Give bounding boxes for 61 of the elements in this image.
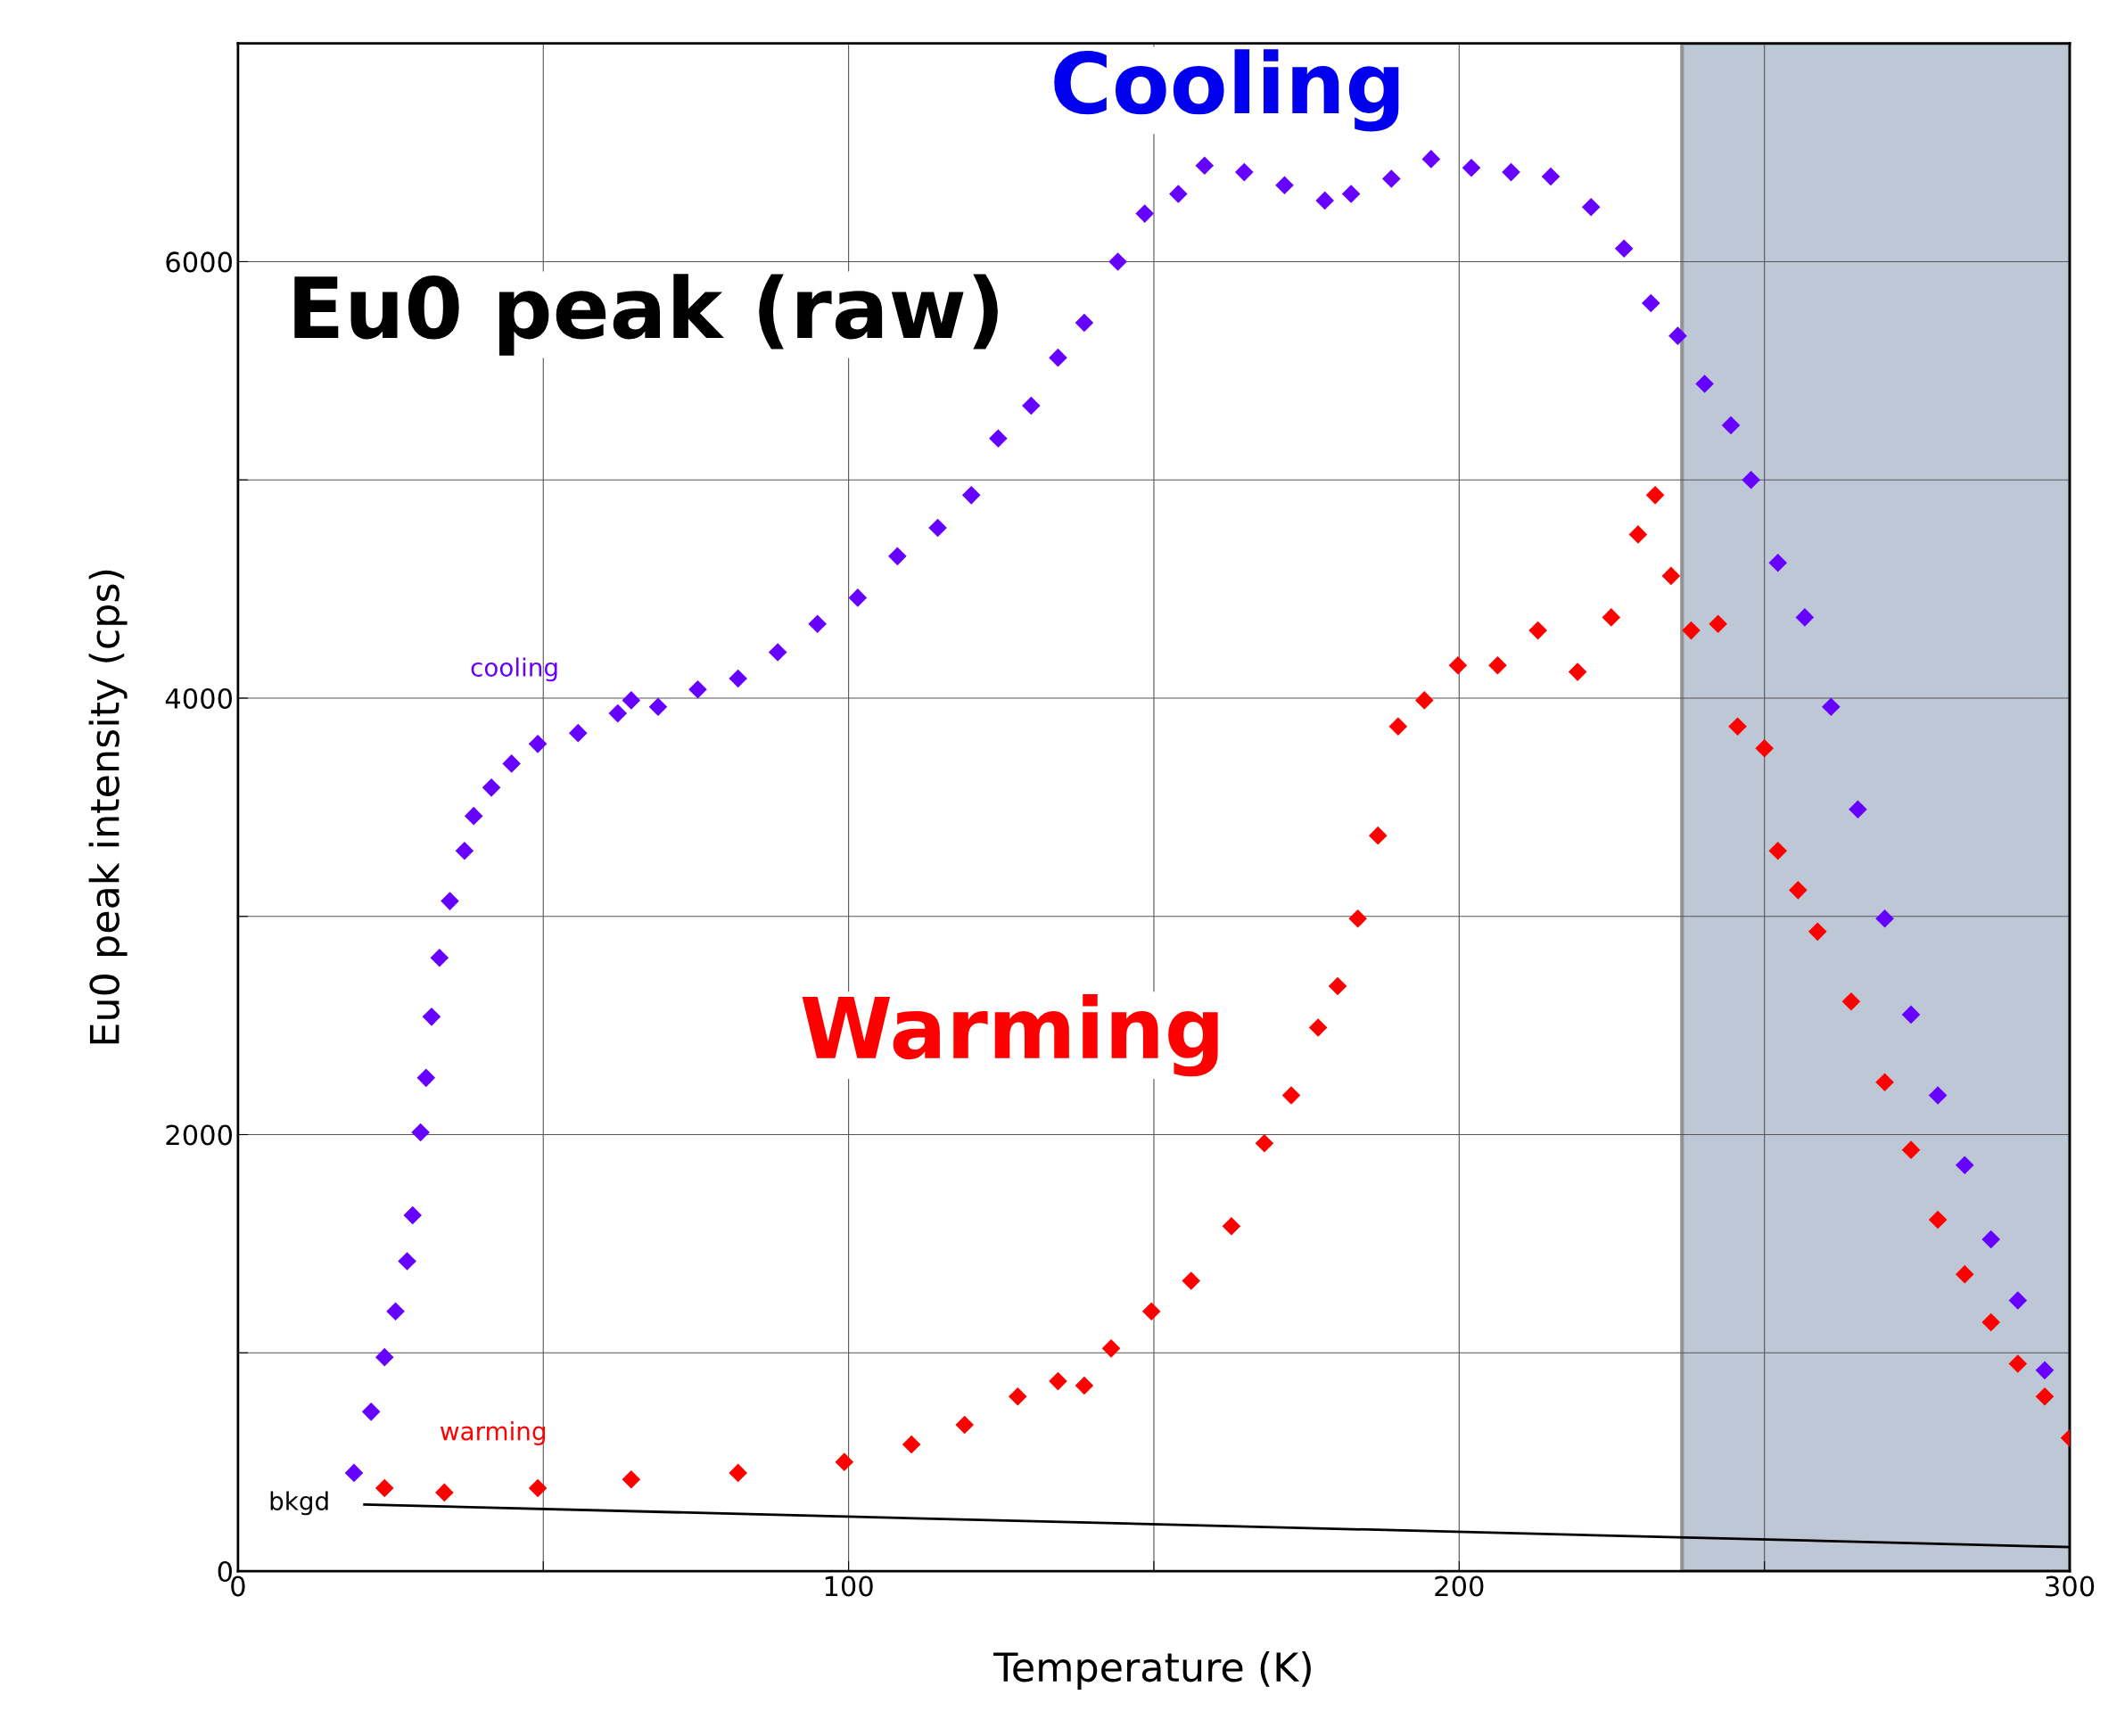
point [1348, 909, 1367, 928]
point [1141, 1302, 1161, 1321]
point [1955, 1264, 1974, 1284]
point [1709, 614, 1727, 634]
series-label: cooling [471, 657, 557, 682]
x-tick-label: 0 [231, 1576, 245, 1597]
point [375, 1478, 394, 1498]
point [1875, 1073, 1894, 1092]
point [1281, 1086, 1301, 1105]
point [1255, 1133, 1274, 1153]
point [1928, 1210, 1948, 1230]
annotation: bkgd [270, 1491, 328, 1516]
point [1075, 1376, 1094, 1395]
point [1008, 1386, 1027, 1406]
point [528, 1478, 548, 1498]
point [1841, 991, 1861, 1011]
x-tick-label: 200 [1435, 1576, 1484, 1597]
y-axis-title: Eu0 peak intensity (cps) [88, 570, 128, 1044]
point [1448, 655, 1468, 675]
series-label: warming [441, 1421, 546, 1445]
point [1602, 608, 1621, 627]
annotation: Warming [802, 994, 1218, 1077]
point [1645, 486, 1665, 505]
point [1808, 922, 1827, 942]
point [955, 1415, 975, 1435]
point [1388, 717, 1408, 736]
x-tick-label: 100 [825, 1576, 873, 1597]
point [729, 1463, 747, 1483]
point [1308, 1018, 1328, 1037]
point [902, 1435, 921, 1454]
point [835, 1452, 854, 1471]
x-axis-title: Temperature (K) [993, 1651, 1311, 1691]
y-tick-label: 4000 [165, 687, 232, 710]
point [1528, 621, 1547, 640]
point [1755, 738, 1774, 758]
point [1682, 621, 1701, 640]
point [1328, 976, 1347, 996]
point [2008, 1354, 2028, 1373]
point [1768, 842, 1788, 860]
point [1628, 525, 1648, 544]
point [1661, 566, 1681, 586]
point [1182, 1271, 1201, 1290]
point [1981, 1312, 2001, 1332]
y-tick-label: 2000 [166, 1124, 232, 1146]
point [622, 1469, 641, 1489]
x-tick-label: 300 [2046, 1576, 2095, 1597]
point [1222, 1217, 1241, 1236]
point [1728, 717, 1747, 736]
point [1789, 881, 1808, 900]
point [435, 1483, 454, 1502]
point [1101, 1339, 1121, 1358]
point [1568, 662, 1587, 681]
point [2035, 1386, 2055, 1406]
point [1488, 655, 1507, 675]
annotation: Cooling [1054, 49, 1399, 132]
point [1901, 1140, 1921, 1159]
point [1368, 826, 1388, 845]
point [1414, 691, 1434, 710]
point [1049, 1371, 1067, 1391]
y-tick-label: 6000 [166, 251, 232, 273]
annotation: Eu0 peak (raw) [294, 274, 998, 356]
